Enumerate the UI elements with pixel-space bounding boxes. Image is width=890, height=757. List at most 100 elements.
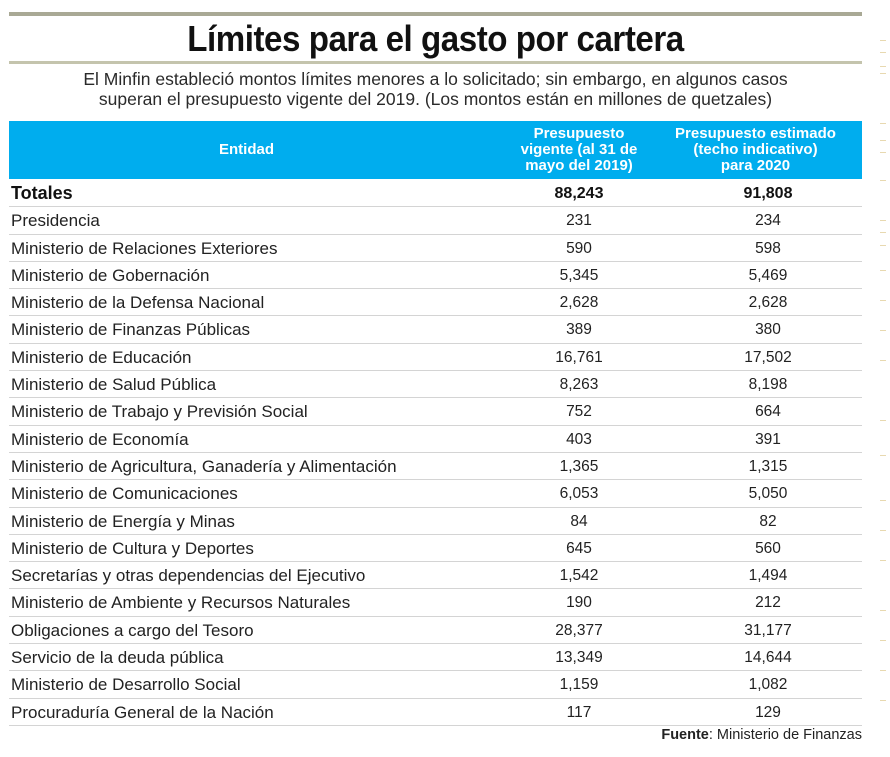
header-vigente-2019: Presupuesto vigente (al 31 de mayo del 2… <box>484 121 674 179</box>
edge-mark <box>880 180 886 181</box>
vigente-2019-cell: 1,159 <box>559 676 599 694</box>
edge-mark <box>880 700 886 701</box>
estimado-2020-cell: 14,644 <box>744 649 792 667</box>
edge-mark <box>880 66 886 67</box>
vigente-2019-cell: 28,377 <box>555 621 603 639</box>
estimado-2020-cell: 82 <box>759 512 777 530</box>
table-row: Ministerio de Economía 403 391 <box>9 426 862 453</box>
edge-mark <box>880 73 886 74</box>
table-row: Presidencia 231 234 <box>9 207 862 235</box>
source-text: : Ministerio de Finanzas <box>708 727 862 743</box>
entidad-cell: Obligaciones a cargo del Tesoro <box>11 620 254 640</box>
entidad-cell: Servicio de la deuda pública <box>11 648 224 668</box>
entidad-cell: Ministerio de Salud Pública <box>11 375 217 395</box>
edge-mark <box>880 330 886 331</box>
table-row: Ministerio de Comunicaciones 6,053 5,050 <box>9 480 862 508</box>
estimado-2020-cell: 91,808 <box>743 185 793 202</box>
vigente-2019-cell: 117 <box>566 703 592 721</box>
header-vigente-line: vigente (al 31 de <box>520 141 638 158</box>
edge-mark <box>880 123 886 124</box>
entidad-cell: Ministerio de Economía <box>11 429 189 449</box>
header-estimado-line: (techo indicativo) <box>693 141 818 158</box>
estimado-2020-cell: 234 <box>755 212 781 230</box>
header-entidad-label: Entidad <box>219 141 274 158</box>
table-row: Ministerio de Energía y Minas 84 82 <box>9 508 862 535</box>
vigente-2019-cell: 389 <box>566 321 592 339</box>
header-entidad: Entidad <box>9 121 484 179</box>
subtitle-line-2: superan el presupuesto vigente del 2019.… <box>98 89 773 109</box>
source-note: Fuente: Ministerio de Finanzas <box>661 727 862 743</box>
table-row: Ministerio de Ambiente y Recursos Natura… <box>9 589 862 617</box>
totals-row: Totales 88,243 91,808 <box>9 180 862 208</box>
edge-mark <box>880 560 886 561</box>
entidad-cell: Ministerio de Energía y Minas <box>11 511 235 531</box>
table-row: Procuraduría General de la Nación 117 129 <box>9 699 862 726</box>
estimado-2020-cell: 1,315 <box>748 457 788 475</box>
entidad-cell: Presidencia <box>11 211 100 231</box>
vigente-2019-cell: 13,349 <box>555 649 603 667</box>
vigente-2019-cell: 403 <box>566 430 592 448</box>
vigente-2019-cell: 190 <box>566 594 592 612</box>
vigente-2019-cell: 1,365 <box>559 457 599 475</box>
estimado-2020-cell: 17,502 <box>744 348 792 366</box>
title-rule <box>9 61 862 64</box>
vigente-2019-cell: 6,053 <box>559 485 599 503</box>
edge-mark <box>880 640 886 641</box>
table-row: Ministerio de Desarrollo Social 1,159 1,08… <box>9 671 862 699</box>
estimado-2020-cell: 1,082 <box>748 676 788 694</box>
edge-mark <box>880 152 886 153</box>
edge-mark <box>880 300 886 301</box>
table-row: Ministerio de Trabajo y Previsión Social… <box>9 398 862 426</box>
header-estimado-line: Presupuesto estimado <box>675 125 836 142</box>
header-vigente-line: mayo del 2019) <box>525 157 633 174</box>
estimado-2020-cell: 1,494 <box>748 567 788 585</box>
edge-mark <box>880 360 886 361</box>
vigente-2019-cell: 8,263 <box>559 376 599 394</box>
edge-mark <box>880 530 886 531</box>
table-body: Totales 88,243 91,808 Presidencia 231 234 Mini… <box>9 180 862 726</box>
entidad-cell: Ministerio de Gobernación <box>11 265 210 285</box>
vigente-2019-cell: 231 <box>566 212 592 230</box>
estimado-2020-cell: 598 <box>755 239 781 257</box>
header-estimado-2020: Presupuesto estimado (techo indicativo) … <box>649 121 862 179</box>
entidad-cell: Ministerio de Desarrollo Social <box>11 675 241 695</box>
table-row: Ministerio de Finanzas Públicas 389 380 <box>9 316 862 344</box>
vigente-2019-cell: 5,345 <box>559 266 599 284</box>
entidad-cell: Ministerio de la Defensa Nacional <box>11 293 265 313</box>
estimado-2020-cell: 664 <box>755 403 781 421</box>
vigente-2019-cell: 645 <box>566 539 592 557</box>
table-row: Ministerio de la Defensa Nacional 2,628 2,… <box>9 289 862 317</box>
estimado-2020-cell: 380 <box>755 321 781 339</box>
source-label: Fuente <box>661 727 709 743</box>
table-row: Ministerio de Agricultura, Ganadería y A… <box>9 453 862 481</box>
estimado-2020-cell: 391 <box>755 430 781 448</box>
entidad-cell: Totales <box>11 183 73 203</box>
table-row: Obligaciones a cargo del Tesoro 28,377 31,… <box>9 617 862 645</box>
edge-mark <box>880 270 886 271</box>
vigente-2019-cell: 84 <box>570 512 588 530</box>
edge-mark <box>880 670 886 671</box>
entidad-cell: Procuraduría General de la Nación <box>11 702 274 722</box>
table-row: Ministerio de Relaciones Exteriores 590 59… <box>9 235 862 262</box>
estimado-2020-cell: 5,050 <box>748 485 788 503</box>
table-header: Entidad Presupuesto vigente (al 31 de ma… <box>9 121 862 179</box>
vigente-2019-cell: 590 <box>566 239 592 257</box>
estimado-2020-cell: 212 <box>755 594 781 612</box>
vigente-2019-cell: 16,761 <box>555 348 603 366</box>
header-estimado-line: para 2020 <box>720 157 791 174</box>
edge-mark <box>880 232 886 233</box>
top-rule <box>9 12 862 16</box>
vigente-2019-cell: 88,243 <box>554 185 604 202</box>
vigente-2019-cell: 752 <box>566 403 592 421</box>
entidad-cell: Ministerio de Cultura y Deportes <box>11 538 254 558</box>
page-title: Límites para el gasto por cartera <box>187 18 684 59</box>
edge-mark <box>880 500 886 501</box>
entidad-cell: Ministerio de Finanzas Públicas <box>11 320 251 340</box>
edge-mark <box>880 40 886 41</box>
edge-mark <box>880 52 886 53</box>
entidad-cell: Ministerio de Relaciones Exteriores <box>11 238 278 258</box>
edge-mark <box>880 245 886 246</box>
edge-mark <box>880 140 886 141</box>
entidad-cell: Ministerio de Agricultura, Ganadería y A… <box>11 456 397 476</box>
estimado-2020-cell: 2,628 <box>748 294 788 312</box>
